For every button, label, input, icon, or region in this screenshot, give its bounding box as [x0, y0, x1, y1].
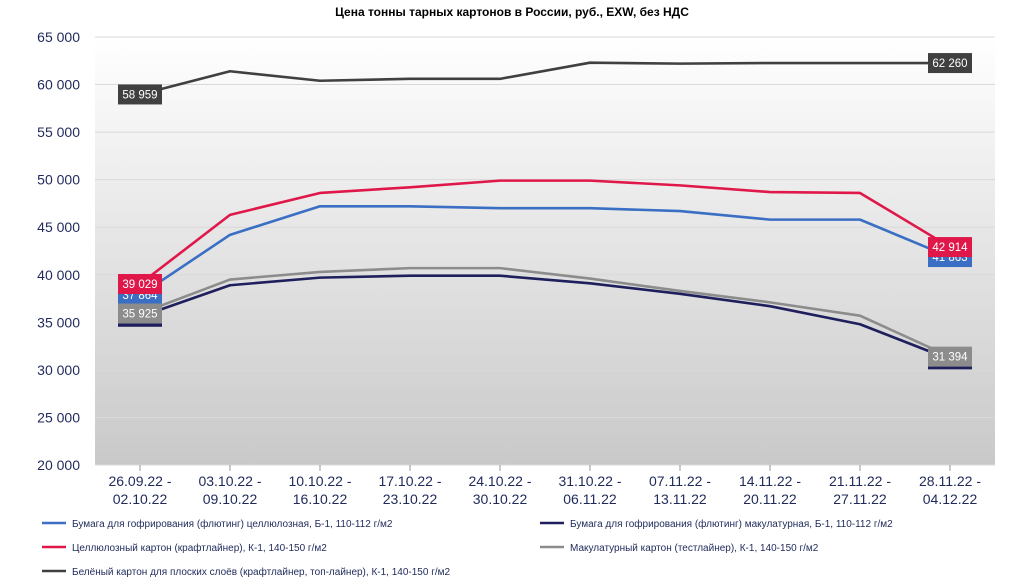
data-label-box — [928, 53, 972, 74]
x-tick-label: 04.12.22 — [923, 491, 978, 507]
x-tick-label: 17.10.22 - — [378, 473, 441, 489]
x-tick-label: 06.11.22 — [563, 491, 617, 507]
legend-label: Бумага для гофрирования (флютинг) целлюл… — [72, 518, 393, 530]
x-tick-label: 28.11.22 - — [919, 473, 981, 489]
x-tick-label: 09.10.22 — [203, 491, 258, 507]
data-label: 58 959 — [118, 84, 162, 105]
x-tick-label: 02.10.22 — [113, 491, 168, 507]
data-label: 35 925 — [118, 303, 162, 324]
legend-item: Бумага для гофрирования (флютинг) целлюл… — [42, 518, 393, 530]
data-label: 31 394 — [928, 346, 972, 367]
data-label-text: 39 029 — [122, 279, 157, 291]
x-tick-label: 13.11.22 — [653, 491, 707, 507]
data-label-text: 58 959 — [122, 89, 157, 101]
x-tick-label: 03.10.22 - — [198, 473, 261, 489]
y-tick-label: 30 000 — [37, 362, 80, 378]
x-tick-label: 10.10.22 - — [288, 473, 351, 489]
series-lines — [139, 61, 951, 361]
legend-item: Бумага для гофрирования (флютинг) макула… — [540, 518, 893, 530]
y-tick-label: 45 000 — [37, 219, 80, 235]
data-label-text: 42 914 — [932, 242, 968, 254]
legend: Бумага для гофрирования (флютинг) целлюл… — [42, 518, 893, 578]
plot-area — [95, 37, 995, 465]
data-label: 42 914 — [928, 237, 972, 258]
data-label: 62 260 — [928, 53, 972, 74]
x-axis: 26.09.22 - 02.10.22 03.10.22 - 09.10.22 10.1… — [108, 465, 981, 507]
y-tick-label: 20 000 — [37, 457, 80, 473]
x-tick-label: 07.11.22 - — [649, 473, 711, 489]
y-axis: 20 000 25 000 30 000 35 000 40 000 45 000 50 0… — [37, 29, 80, 473]
legend-label: Белёный картон для плоских слоёв (крафтл… — [72, 566, 451, 578]
data-label-text: 35 925 — [122, 309, 157, 321]
data-label-box — [118, 84, 162, 105]
series-line — [139, 274, 951, 361]
x-tick-label: 14.11.22 - — [739, 473, 801, 489]
gridlines — [95, 36, 995, 466]
y-tick-label: 55 000 — [37, 124, 80, 140]
data-label-box — [118, 274, 162, 295]
y-tick-label: 25 000 — [37, 409, 80, 425]
y-tick-label: 60 000 — [37, 77, 80, 93]
x-tick-label: 23.10.22 — [383, 491, 438, 507]
x-tick-label: 24.10.22 - — [468, 473, 531, 489]
y-tick-label: 40 000 — [37, 267, 80, 283]
y-tick-label: 65 000 — [37, 29, 80, 45]
x-tick-label: 27.11.22 — [833, 491, 887, 507]
series-line — [139, 61, 950, 96]
x-tick-label: 26.09.22 - — [108, 473, 171, 489]
series-line — [139, 179, 951, 286]
chart-title: Цена тонны тарных картонов в России, руб… — [335, 5, 689, 19]
data-label: 39 029 — [118, 274, 162, 295]
x-tick-label: 30.10.22 — [473, 491, 528, 507]
legend-item: Макулатурный картон (тестлайнер), К-1, 1… — [540, 543, 819, 554]
series-line — [139, 204, 951, 297]
legend-item: Белёный картон для плоских слоёв (крафтл… — [42, 566, 451, 578]
data-label-text: 62 260 — [932, 58, 967, 70]
legend-label: Бумага для гофрирования (флютинг) макула… — [570, 518, 893, 530]
y-tick-label: 35 000 — [37, 314, 80, 330]
data-label-text: 31 394 — [932, 352, 968, 364]
x-tick-label: 20.11.22 — [743, 491, 797, 507]
x-tick-label: 21.11.22 - — [829, 473, 891, 489]
data-label-box — [118, 303, 162, 324]
series-line — [139, 266, 951, 358]
legend-label: Макулатурный картон (тестлайнер), К-1, 1… — [570, 543, 819, 554]
x-tick-label: 16.10.22 — [293, 491, 348, 507]
legend-item: Целлюлозный картон (крафтлайнер), К-1, 1… — [42, 542, 327, 554]
data-label-box — [928, 237, 972, 258]
x-tick-label: 31.10.22 - — [558, 473, 621, 489]
data-label-box — [928, 346, 972, 367]
y-tick-label: 50 000 — [37, 172, 80, 188]
legend-label: Целлюлозный картон (крафтлайнер), К-1, 1… — [72, 542, 327, 554]
